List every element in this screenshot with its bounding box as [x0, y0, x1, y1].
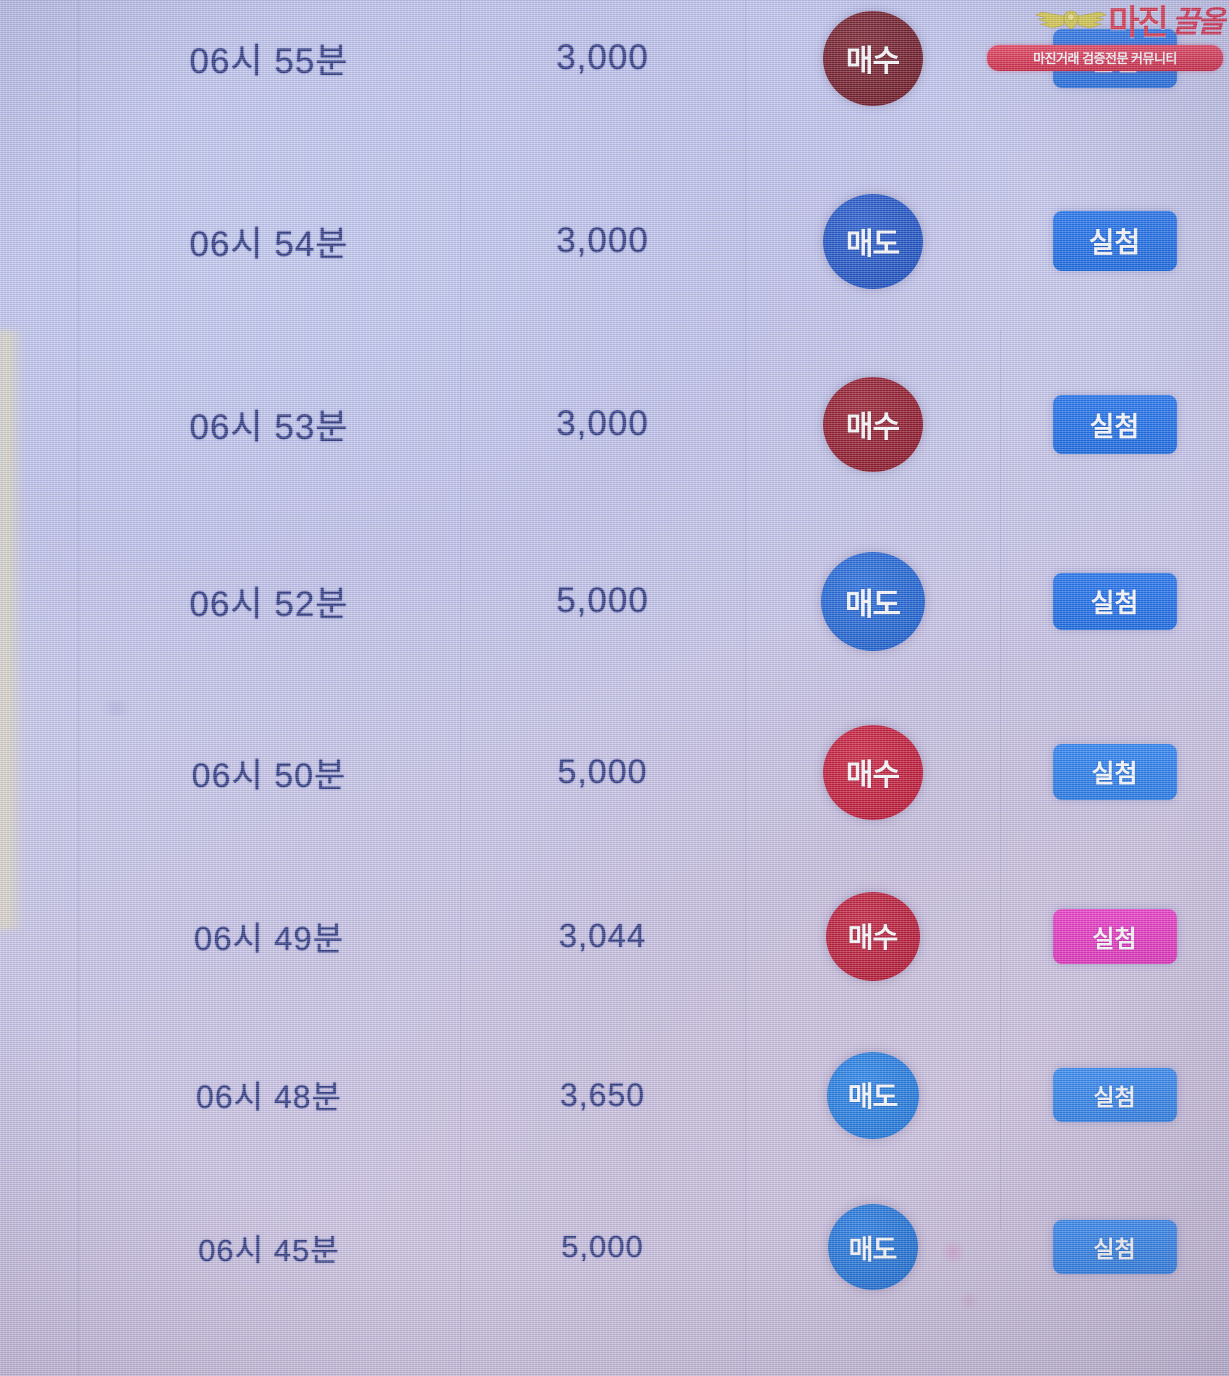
watermark-brand: 마진	[1108, 4, 1169, 42]
trade-status-cell: 실첨	[1000, 394, 1229, 454]
trade-time: 06시 53분	[189, 407, 349, 447]
trade-amount: 5,000	[556, 581, 649, 620]
trade-amount: 3,000	[556, 404, 649, 443]
trade-time: 06시 55분	[189, 41, 349, 81]
trade-status-cell: 실첨	[1000, 1220, 1229, 1274]
table-row[interactable]: 06시 53분 3,000 매수 실첨	[0, 349, 1229, 499]
status-badge[interactable]: 실첨	[1052, 744, 1177, 800]
table-row[interactable]: 06시 52분 5,000 매도 실첨	[0, 526, 1229, 676]
trade-side-cell: 매도	[745, 1204, 1000, 1290]
side-badge-sell: 매도	[827, 1204, 918, 1290]
trade-side-cell: 매수	[745, 724, 1000, 820]
trade-status-cell: 실첨	[1000, 211, 1229, 271]
status-badge[interactable]: 실첨	[1052, 1068, 1177, 1122]
side-badge-buy: 매수	[822, 724, 923, 820]
trade-time: 06시 54분	[189, 224, 349, 264]
trade-side-cell: 매수	[745, 10, 1000, 106]
status-badge[interactable]: 실첨	[1052, 211, 1177, 271]
side-badge-sell: 매도	[822, 193, 923, 289]
left-edge-paper-strip	[0, 330, 26, 930]
wing-emblem-icon	[1034, 3, 1108, 43]
column-divider-4	[1000, 330, 1001, 1230]
trade-amount: 3,650	[559, 1076, 646, 1113]
status-badge[interactable]: 실첨	[1052, 572, 1177, 630]
trade-status-cell: 실첨	[1000, 744, 1229, 800]
trade-time: 06시 45분	[198, 1232, 340, 1268]
side-badge-buy: 매수	[822, 10, 923, 106]
trade-time: 06시 52분	[189, 584, 349, 624]
trade-amount: 3,000	[556, 221, 649, 260]
trade-time: 06시 48분	[196, 1079, 342, 1115]
side-badge-buy: 매수	[825, 891, 920, 981]
column-divider-3	[745, 0, 746, 1376]
status-badge[interactable]: 실첨	[1052, 394, 1177, 454]
trade-side-cell: 매도	[745, 193, 1000, 289]
trade-status-cell: 실첨	[1000, 908, 1229, 964]
side-badge-sell: 매도	[826, 1051, 919, 1139]
trade-time: 06시 49분	[193, 920, 345, 957]
table-row[interactable]: 06시 54분 3,000 매도 실첨	[0, 166, 1229, 316]
table-row[interactable]: 06시 49분 3,044 매수 실첨	[0, 861, 1229, 1011]
trade-amount: 3,044	[558, 917, 647, 954]
column-divider-1	[78, 0, 79, 1376]
trade-side-cell: 매수	[745, 376, 1000, 472]
watermark-subtitle: 마진거래 검증전문 커뮤니티	[987, 45, 1223, 71]
status-badge[interactable]: 실첨	[1052, 1220, 1177, 1274]
trade-side-cell: 매도	[745, 1051, 1000, 1139]
table-row[interactable]: 06시 50분 5,000 매수 실첨	[0, 697, 1229, 847]
trade-side-cell: 매도	[745, 551, 1000, 651]
trade-status-cell: 실첨	[1000, 1068, 1229, 1122]
side-badge-sell: 매도	[820, 551, 925, 651]
status-badge[interactable]: 실첨	[1052, 908, 1177, 964]
site-watermark-logo: 마진 끌올 마진거래 검증전문 커뮤니티	[987, 2, 1225, 71]
trade-amount: 5,000	[561, 1229, 644, 1264]
trade-amount: 5,000	[557, 752, 648, 791]
table-row[interactable]: 06시 45분 5,000 매도 실첨	[0, 1172, 1229, 1322]
side-badge-buy: 매수	[822, 376, 923, 472]
watermark-brand-italic: 끌올	[1171, 6, 1225, 39]
trade-status-cell: 실첨	[1000, 572, 1229, 630]
trade-side-cell: 매수	[745, 891, 1000, 981]
table-row[interactable]: 06시 48분 3,650 매도 실첨	[0, 1020, 1229, 1170]
trade-amount: 3,000	[556, 38, 649, 77]
trade-time: 06시 50분	[191, 756, 347, 795]
column-divider-2	[460, 0, 461, 1376]
